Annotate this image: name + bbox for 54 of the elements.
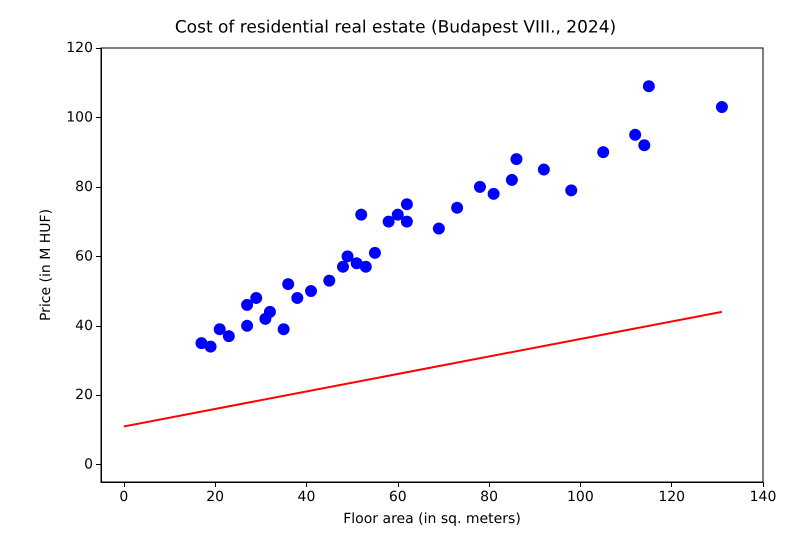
point <box>629 128 642 141</box>
point <box>336 260 349 273</box>
point <box>250 292 262 304</box>
point <box>350 257 363 270</box>
point <box>432 222 445 235</box>
y-tick-label: 20 <box>75 387 93 404</box>
x-tick-label: 120 <box>658 489 686 505</box>
point <box>368 246 381 259</box>
point <box>474 180 486 193</box>
point <box>278 323 290 336</box>
chart-title: Cost of residential real estate (Budapest VIII., 2024) <box>174 18 616 38</box>
y-tick-label: 40 <box>75 318 93 334</box>
point <box>222 330 235 342</box>
point <box>264 306 276 318</box>
point <box>291 292 304 304</box>
y-tick-label: 80 <box>75 178 93 195</box>
x-tick-label: 140 <box>750 489 776 505</box>
point <box>400 198 413 210</box>
point <box>392 208 404 221</box>
y-axis-title: Price (in M HUF) <box>38 208 54 322</box>
x-tick-label: 60 <box>388 489 407 505</box>
x-axis-title: Floor area (in sq. meters) <box>343 511 521 527</box>
x-tick-label: 40 <box>298 489 316 505</box>
x-tick-label: 20 <box>206 489 224 505</box>
point <box>716 101 728 114</box>
point <box>538 164 550 176</box>
point <box>323 274 336 287</box>
point <box>305 285 318 298</box>
point <box>204 340 217 353</box>
point <box>451 202 464 214</box>
point <box>360 260 372 273</box>
point <box>488 188 500 200</box>
point <box>241 320 254 332</box>
point <box>597 146 610 158</box>
y-tick-label: 0 <box>84 456 93 473</box>
point <box>214 323 226 336</box>
x-tick-label: 0 <box>119 489 128 505</box>
point <box>510 153 522 166</box>
point <box>382 216 395 228</box>
y-tick-label: 100 <box>66 109 93 126</box>
point <box>565 184 578 196</box>
point <box>282 278 294 290</box>
y-tick-label: 60 <box>75 248 93 264</box>
point <box>642 80 655 92</box>
point <box>342 250 354 262</box>
y-tick-label: 120 <box>66 40 93 56</box>
point <box>638 139 650 152</box>
point <box>241 298 254 311</box>
x-tick-label: 100 <box>567 489 594 505</box>
point <box>400 216 413 228</box>
point <box>195 337 208 350</box>
x-tick-label: 80 <box>480 489 498 505</box>
point <box>506 174 518 186</box>
point <box>355 208 368 221</box>
